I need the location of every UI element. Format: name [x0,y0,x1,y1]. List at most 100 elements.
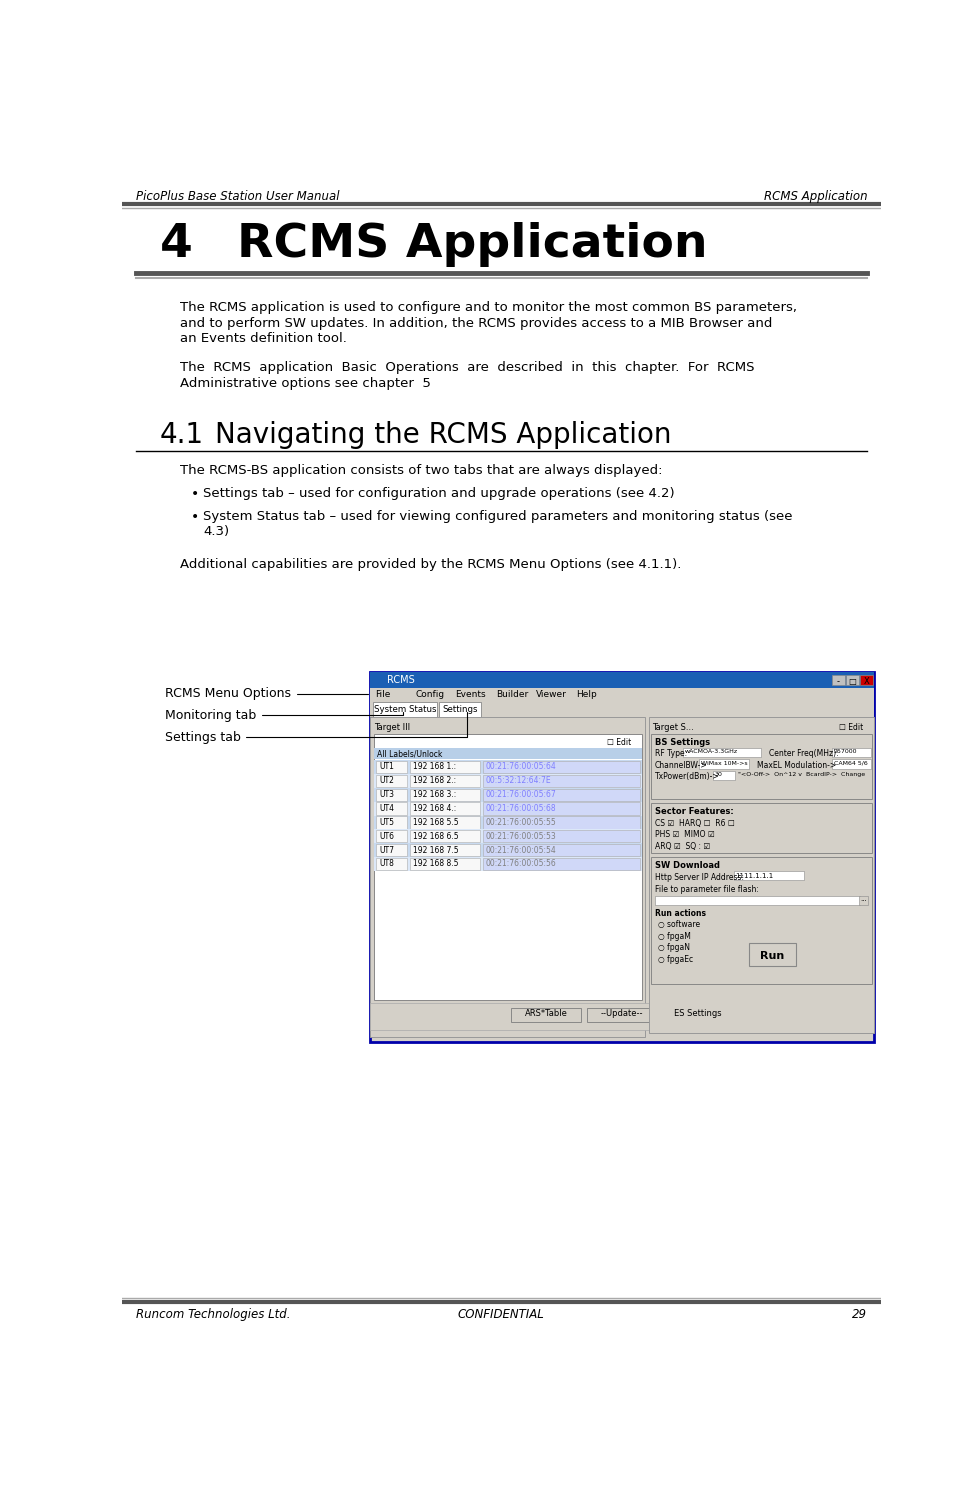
Bar [482,857,640,871]
Bar [734,871,803,880]
Bar [831,760,870,769]
Bar [370,672,873,688]
Text: UT5: UT5 [378,818,393,827]
Text: --Update--: --Update-- [600,1008,643,1017]
Text: UT3: UT3 [378,790,393,799]
Bar [845,675,858,685]
Bar [587,1008,656,1022]
Bar [511,1008,581,1022]
Text: CONFIDENTIAL: CONFIDENTIAL [458,1309,544,1321]
Text: File: File [375,690,390,699]
Text: UT2: UT2 [378,776,393,785]
Bar [858,896,867,905]
Bar [712,770,734,779]
Bar [831,675,844,685]
Text: ...: ... [859,896,866,902]
Text: PicoPlus Base Station User Manual: PicoPlus Base Station User Manual [136,190,339,203]
Bar [482,761,640,773]
Text: Viewer: Viewer [536,690,566,699]
Text: 29: 29 [851,1309,867,1321]
Text: 192 168 1.:: 192 168 1.: [413,763,456,772]
Text: RF Type:: RF Type: [654,749,687,758]
Text: RCMS Menu Options: RCMS Menu Options [165,687,368,700]
Bar [374,829,641,844]
Bar [374,857,641,871]
Bar [374,748,641,758]
Bar [370,702,873,717]
Text: □: □ [848,676,856,687]
Bar [482,802,640,815]
Text: Help: Help [576,690,597,699]
Text: 00:5:32:12:64:7E: 00:5:32:12:64:7E [485,776,551,785]
Text: CAM64 5/6: CAM64 5/6 [833,761,867,766]
Text: Config: Config [415,690,444,699]
Text: MaxEL Modulation->: MaxEL Modulation-> [756,761,835,770]
Text: 192 168 2.:: 192 168 2.: [413,776,456,785]
Bar [376,857,407,871]
Text: 4.3): 4.3) [202,525,229,539]
Text: 00:21:76:00:05:68: 00:21:76:00:05:68 [485,803,556,812]
Text: System Status tab – used for viewing configured parameters and monitoring status: System Status tab – used for viewing con… [202,510,791,522]
Text: Runcom Technologies Ltd.: Runcom Technologies Ltd. [136,1309,290,1321]
Text: ○ fpgaEc: ○ fpgaEc [657,954,692,963]
Bar [650,857,871,984]
Text: 4: 4 [159,221,193,266]
Text: Events: Events [455,690,486,699]
Bar [376,817,407,829]
Bar [376,844,407,856]
Text: ○ software: ○ software [657,920,699,929]
Bar [376,788,407,800]
Bar [698,760,748,769]
Bar [482,830,640,842]
Text: Builder: Builder [496,690,528,699]
Text: ChannelBW->: ChannelBW-> [654,761,707,770]
Text: BS Settings: BS Settings [654,738,709,747]
Bar [650,803,871,853]
Text: 192 168 8.5: 192 168 8.5 [413,859,458,869]
Text: RCMS Application: RCMS Application [237,221,707,266]
Text: UT4: UT4 [378,803,393,812]
Bar [374,788,641,802]
Text: 00:21:76:00:05:67: 00:21:76:00:05:67 [485,790,556,799]
Text: "<O-Off->  On^12 v  BcardIP->  Change: "<O-Off-> On^12 v BcardIP-> Change [737,772,864,778]
Text: The  RCMS  application  Basic  Operations  are  described  in  this  chapter.  F: The RCMS application Basic Operations ar… [180,361,754,374]
Bar [374,773,641,788]
Text: RCMS Application: RCMS Application [763,190,867,203]
Text: Additional capabilities are provided by the RCMS Menu Options (see 4.1.1).: Additional capabilities are provided by … [180,558,682,570]
Text: ○ fpgaM: ○ fpgaM [657,932,690,941]
Text: Administrative options see chapter  5: Administrative options see chapter 5 [180,377,431,389]
Text: Target III: Target III [374,723,410,732]
Text: Http Server IP Address:: Http Server IP Address: [654,872,743,881]
Bar [482,788,640,800]
Text: Settings tab: Settings tab [165,712,467,744]
Bar [410,761,479,773]
Text: ☐ Edit: ☐ Edit [838,723,863,732]
Bar [482,844,640,856]
Text: Settings tab – used for configuration and upgrade operations (see 4.2): Settings tab – used for configuration an… [202,486,674,500]
Bar [410,775,479,787]
Text: 192 168 3.:: 192 168 3.: [413,790,456,799]
Bar [376,830,407,842]
Bar [410,817,479,829]
Text: ○ fpgaN: ○ fpgaN [657,944,689,953]
Text: SW Download: SW Download [654,862,719,871]
Text: 1111.1.1.1: 1111.1.1.1 [734,872,773,878]
Text: •: • [191,510,199,524]
Text: CS ☑  HARQ ☐  R6 ☐: CS ☑ HARQ ☐ R6 ☐ [654,818,734,827]
Text: ES Settings: ES Settings [674,1008,721,1017]
Bar [663,1008,733,1022]
Text: UT6: UT6 [378,832,393,841]
Text: Run actions: Run actions [654,910,705,919]
Text: and to perform SW updates. In addition, the RCMS provides access to a MIB Browse: and to perform SW updates. In addition, … [180,317,772,329]
Text: All Labels/Unlock: All Labels/Unlock [377,749,441,758]
Bar [410,802,479,815]
Text: ARQ ☑  SQ : ☑: ARQ ☑ SQ : ☑ [654,842,709,851]
Text: Monitoring tab: Monitoring tab [165,709,403,723]
Bar [376,802,407,815]
Text: PHS ☑  MIMO ☑: PHS ☑ MIMO ☑ [654,830,714,839]
Bar [831,748,870,757]
Bar [648,717,873,1032]
Bar [438,702,481,717]
Bar [370,717,645,1037]
Text: ARS*Table: ARS*Table [524,1008,567,1017]
